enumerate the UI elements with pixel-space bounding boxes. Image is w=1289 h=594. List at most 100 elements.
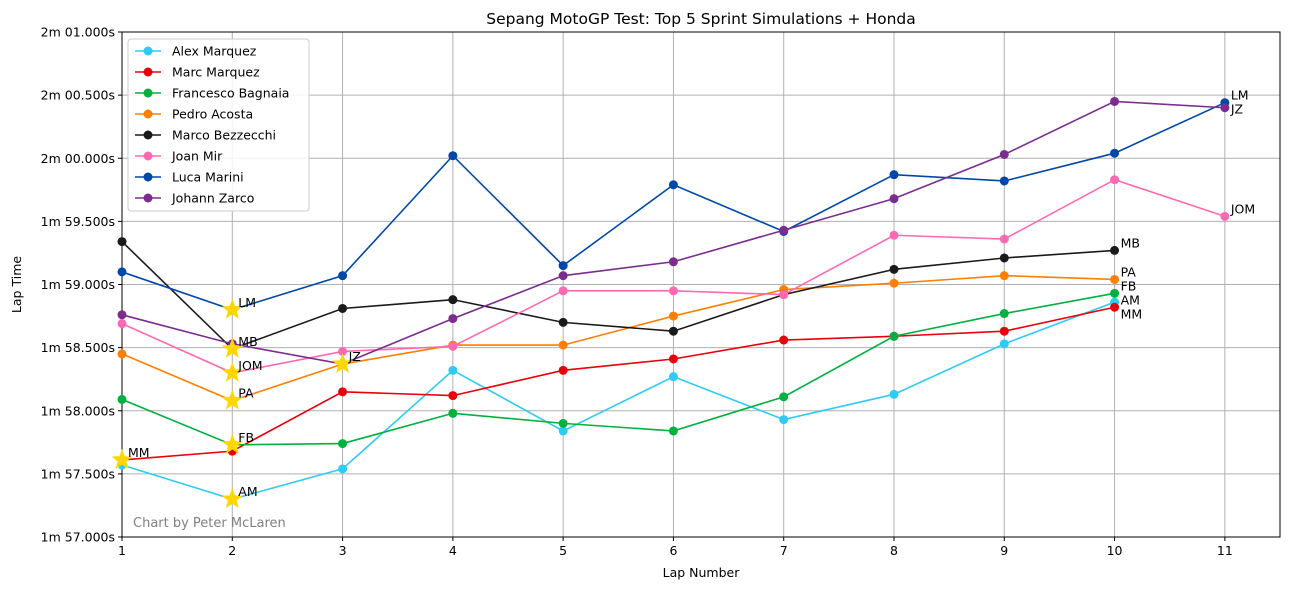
legend-marker bbox=[143, 46, 153, 56]
x-tick-label: 1 bbox=[118, 543, 126, 558]
data-point bbox=[558, 261, 568, 271]
x-tick-label: 9 bbox=[1000, 543, 1008, 558]
y-tick-label: 1m 57.000s bbox=[41, 530, 115, 545]
y-tick-label: 1m 59.500s bbox=[41, 214, 115, 229]
data-point bbox=[889, 264, 899, 274]
data-point bbox=[558, 365, 568, 375]
data-point bbox=[668, 372, 678, 382]
best-lap-label: MB bbox=[238, 334, 257, 349]
data-point bbox=[668, 354, 678, 364]
series-line-mm bbox=[121, 306, 1115, 461]
data-point bbox=[779, 335, 789, 345]
x-tick-label: 3 bbox=[339, 543, 347, 558]
data-point bbox=[1110, 148, 1120, 158]
chart-title: Sepang MotoGP Test: Top 5 Sprint Simulat… bbox=[486, 10, 916, 28]
legend-label: Marc Marquez bbox=[172, 65, 260, 80]
end-label: PA bbox=[1121, 264, 1137, 279]
end-label: AM bbox=[1121, 292, 1140, 307]
best-lap-label: JZ bbox=[348, 349, 361, 364]
data-point bbox=[889, 389, 899, 399]
data-point bbox=[999, 339, 1009, 349]
best-lap-star bbox=[221, 488, 243, 508]
end-label: MB bbox=[1121, 235, 1140, 250]
x-tick-label: 6 bbox=[669, 543, 677, 558]
legend-label: Pedro Acosta bbox=[172, 107, 253, 122]
best-lap-label: LM bbox=[238, 295, 256, 310]
data-point bbox=[338, 387, 348, 397]
data-point bbox=[889, 230, 899, 240]
legend-label: Francesco Bagnaia bbox=[172, 86, 289, 101]
data-point bbox=[999, 149, 1009, 159]
data-point bbox=[1110, 302, 1120, 312]
end-label: LM bbox=[1231, 88, 1249, 103]
data-point bbox=[779, 415, 789, 425]
data-point bbox=[1220, 103, 1230, 113]
data-point bbox=[999, 271, 1009, 281]
legend-label: Joan Mir bbox=[171, 149, 223, 164]
data-point bbox=[999, 326, 1009, 336]
data-point bbox=[448, 365, 458, 375]
data-point bbox=[889, 170, 899, 180]
end-label: JZ bbox=[1230, 102, 1243, 117]
legend-marker bbox=[143, 151, 153, 161]
y-tick-label: 2m 01.000s bbox=[41, 25, 115, 40]
best-lap-star bbox=[111, 449, 133, 469]
legend-box bbox=[127, 38, 310, 212]
end-label: MM bbox=[1121, 306, 1143, 321]
data-point bbox=[117, 310, 127, 320]
watermark: Chart by Peter McLaren bbox=[133, 516, 286, 531]
data-point bbox=[668, 180, 678, 190]
data-point bbox=[999, 253, 1009, 263]
data-point bbox=[558, 286, 568, 296]
y-tick-label: 2m 00.000s bbox=[41, 151, 115, 166]
legend-marker bbox=[143, 193, 153, 203]
data-point bbox=[779, 225, 789, 235]
data-point bbox=[779, 392, 789, 402]
data-point bbox=[1110, 245, 1120, 255]
data-point bbox=[668, 286, 678, 296]
x-tick-label: 10 bbox=[1107, 543, 1123, 558]
data-point bbox=[448, 408, 458, 418]
data-point bbox=[338, 439, 348, 449]
best-lap-label: AM bbox=[238, 484, 257, 499]
data-point bbox=[448, 314, 458, 324]
legend-marker bbox=[143, 109, 153, 119]
data-point bbox=[117, 267, 127, 277]
y-tick-label: 1m 58.500s bbox=[41, 340, 115, 355]
data-point bbox=[448, 295, 458, 305]
data-point bbox=[117, 394, 127, 404]
x-tick-label: 7 bbox=[780, 543, 788, 558]
data-point bbox=[668, 326, 678, 336]
data-point bbox=[668, 426, 678, 436]
y-tick-label: 1m 59.000s bbox=[41, 277, 115, 292]
legend-marker bbox=[143, 172, 153, 182]
best-lap-label: MM bbox=[128, 445, 150, 460]
best-lap-star bbox=[221, 337, 243, 358]
legend-marker bbox=[143, 130, 153, 140]
legend-label: Johann Zarco bbox=[171, 191, 254, 206]
data-point bbox=[558, 271, 568, 281]
end-label: FB bbox=[1121, 278, 1137, 293]
y-tick-label: 2m 00.500s bbox=[41, 88, 115, 103]
data-point bbox=[1110, 96, 1120, 106]
data-point bbox=[558, 418, 568, 428]
end-label: JOM bbox=[1230, 201, 1255, 216]
y-tick-label: 1m 57.500s bbox=[41, 466, 115, 481]
best-lap-label: FB bbox=[238, 430, 254, 445]
data-point bbox=[117, 237, 127, 247]
y-axis-label: Lap Time bbox=[9, 256, 24, 313]
data-point bbox=[338, 346, 348, 356]
series-line-am bbox=[121, 301, 1115, 500]
data-point bbox=[999, 176, 1009, 186]
data-point bbox=[117, 349, 127, 359]
x-tick-label: 11 bbox=[1217, 543, 1233, 558]
data-point bbox=[448, 151, 458, 161]
series-line-mb bbox=[121, 241, 1115, 350]
legend-label: Luca Marini bbox=[172, 170, 244, 185]
data-point bbox=[1110, 175, 1120, 185]
data-point bbox=[999, 234, 1009, 244]
data-point bbox=[448, 391, 458, 401]
best-lap-label: JOM bbox=[237, 358, 262, 373]
